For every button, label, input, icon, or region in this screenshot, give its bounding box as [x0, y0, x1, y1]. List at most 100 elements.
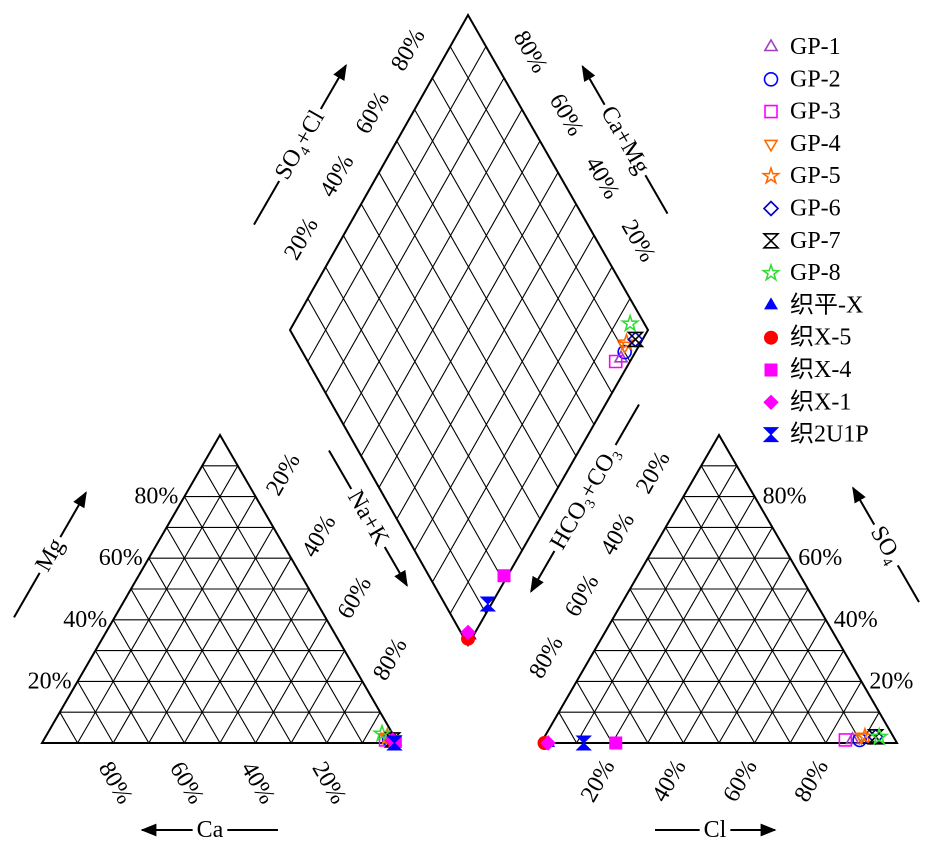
axis-title: SO₄ — [865, 522, 907, 569]
legend-label: GP-3 — [790, 99, 841, 125]
grid-line — [629, 588, 720, 744]
legend-label: 织X-5 — [790, 324, 851, 351]
grid-line — [665, 527, 791, 744]
anion-point — [853, 732, 869, 746]
axis-arrow-line — [644, 174, 669, 215]
grid-line — [431, 77, 613, 394]
axis-title-group: SO₄+Cl — [253, 63, 347, 226]
legend-marker — [760, 165, 782, 185]
legend-label: 织平-X — [790, 291, 863, 318]
grid-line — [576, 465, 738, 744]
grid-line — [449, 46, 631, 362]
grid-line — [754, 619, 827, 744]
axis-arrow-line — [852, 486, 876, 526]
axis-title-group: Mg — [13, 491, 87, 618]
legend-label: GP-6 — [790, 196, 841, 222]
legend-marker — [764, 330, 778, 345]
tick-label: 60% — [718, 755, 763, 806]
grid-line — [593, 650, 649, 744]
triangle-frame — [539, 433, 899, 744]
anion-point — [575, 735, 592, 751]
grid-line — [361, 711, 381, 744]
grid-line — [112, 619, 185, 744]
tick-label: 40% — [596, 509, 641, 560]
grid-line — [396, 140, 577, 457]
grid-line — [718, 588, 809, 744]
grid-line — [130, 588, 221, 744]
grid-line — [290, 650, 346, 744]
legend-marker — [762, 427, 780, 443]
tick-label: 80% — [524, 632, 569, 683]
legend-marker — [763, 394, 779, 411]
legend-marker — [764, 363, 778, 377]
diamond-frame — [288, 12, 650, 648]
grid-line — [789, 650, 845, 744]
legend-marker — [764, 104, 778, 119]
tick-label: 60% — [99, 545, 143, 571]
axis-title-group: Cl — [655, 817, 777, 843]
diamond-point — [616, 332, 637, 352]
triangle-frame — [40, 433, 400, 744]
tick-label: 60% — [544, 89, 589, 140]
diamond-point — [460, 624, 476, 641]
grid-line — [325, 77, 505, 394]
tick-label: 80% — [386, 24, 431, 75]
tick-label: 80% — [790, 755, 835, 806]
axis-arrow-line — [530, 550, 556, 593]
axis-arrow-line — [581, 65, 606, 106]
grid-line — [360, 140, 541, 457]
axis-arrow-line — [319, 63, 347, 110]
legend-marker — [762, 233, 780, 249]
tick-label: 60% — [333, 572, 378, 623]
grid-line — [378, 172, 559, 488]
legend-label: GP-2 — [790, 66, 841, 92]
tick-label: 80% — [508, 26, 553, 77]
axis-title: Na+K — [342, 486, 394, 551]
legend-label: 织2U1P — [790, 421, 869, 448]
legend-marker — [763, 38, 779, 52]
anion-point — [869, 726, 890, 746]
grid-line — [59, 711, 79, 744]
grid-line — [326, 681, 363, 744]
legend-marker — [760, 262, 782, 282]
grid-line — [77, 465, 239, 744]
diamond-point — [497, 569, 511, 583]
diamond-point — [620, 313, 641, 333]
tick-label: 60% — [560, 570, 605, 621]
tick-label: 80% — [763, 484, 807, 510]
tick-label: 20% — [307, 757, 352, 808]
axis-arrow-line — [253, 180, 281, 226]
axis-title: SO₄+Cl — [270, 106, 330, 184]
legend-label: GP-5 — [790, 163, 841, 189]
tick-label: 40% — [297, 511, 342, 562]
legend-label: GP-7 — [790, 228, 841, 254]
grid-line — [576, 681, 613, 744]
legend-marker — [762, 200, 780, 217]
grid-line — [342, 109, 523, 425]
anion-point — [866, 729, 885, 745]
diamond-point — [479, 596, 497, 612]
axis-title-group: Ca+Mg — [581, 65, 669, 215]
tick-label: 60% — [164, 757, 209, 808]
axis-arrow-line — [614, 403, 640, 446]
tick-label: 40% — [580, 152, 625, 203]
tick-label: 80% — [93, 757, 138, 808]
axis-title-group: SO₄ — [852, 486, 920, 603]
grid-line — [558, 711, 578, 744]
grid-line — [647, 527, 773, 744]
axis-arrow-line — [328, 449, 353, 490]
tick-label: 40% — [834, 607, 878, 633]
grid-line — [825, 681, 862, 744]
tick-label: 20% — [279, 213, 324, 264]
grid-line — [219, 588, 310, 744]
cation-point — [386, 735, 403, 751]
anion-point — [845, 731, 860, 745]
diamond-point — [608, 354, 623, 369]
tick-label: 20% — [869, 668, 913, 694]
grid-line — [166, 527, 292, 744]
tick-label: 60% — [351, 87, 396, 138]
tick-label: 20% — [631, 447, 676, 498]
legend-marker — [764, 297, 778, 310]
